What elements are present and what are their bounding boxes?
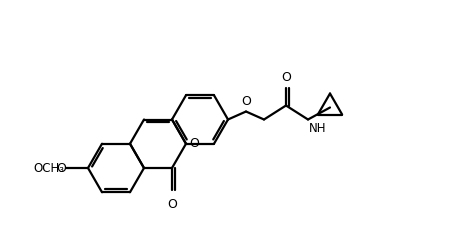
Text: O: O [241, 94, 250, 108]
Text: O: O [56, 162, 66, 174]
Text: O: O [188, 137, 199, 150]
Text: O: O [167, 198, 176, 211]
Text: OCH₃: OCH₃ [33, 162, 64, 174]
Text: NH: NH [308, 122, 326, 134]
Text: O: O [281, 70, 290, 84]
